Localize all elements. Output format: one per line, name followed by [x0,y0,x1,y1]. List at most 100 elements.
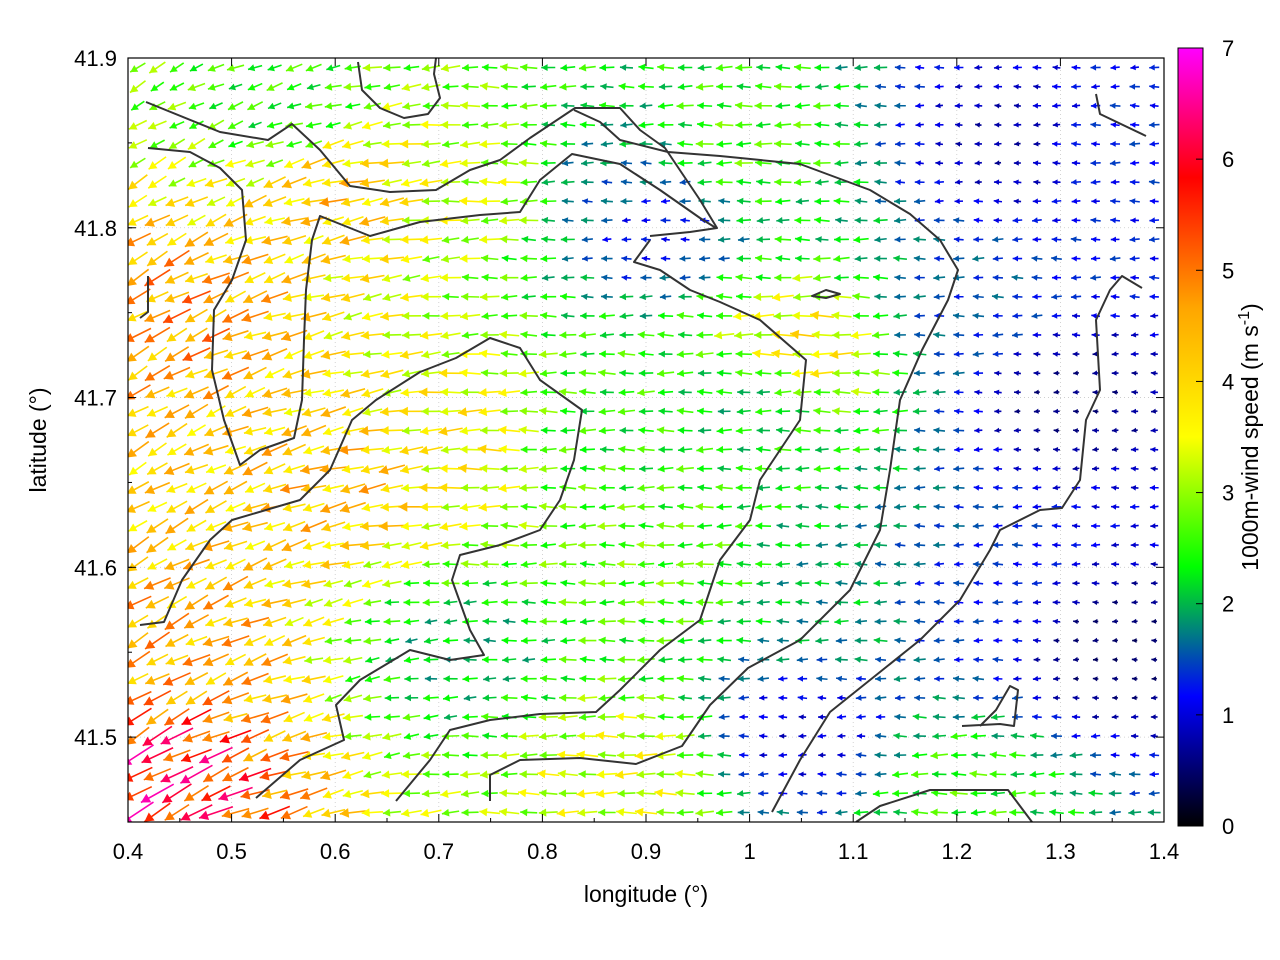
wind-vector [933,541,946,549]
wind-vector [737,675,750,682]
wind-vector [678,694,692,702]
wind-vector [1090,121,1101,128]
wind-vector [539,445,557,454]
wind-vector [320,406,347,418]
wind-vector [359,178,385,188]
wind-vector [147,558,168,571]
wind-vector [143,690,172,706]
wind-vector [813,274,831,282]
wind-vector [443,675,458,683]
colorbar-tick-label: 3 [1222,481,1234,506]
wind-vector [1013,198,1022,204]
wind-vector [302,541,325,551]
terrain-contours [139,58,1147,822]
wind-vector [950,732,967,740]
wind-vector [754,140,773,148]
wind-vector [1129,83,1140,90]
wind-vector [696,121,713,129]
wind-vector [1048,770,1065,778]
wind-vector [811,330,833,339]
wind-vector [853,312,869,320]
wind-vector [521,83,536,91]
wind-vector [973,198,983,205]
wind-vector [420,120,442,130]
wind-vector [283,464,306,474]
wind-vector [422,560,440,569]
wind-vector [540,426,556,434]
x-tick-label: 1.1 [838,839,869,864]
wind-vector [737,809,750,816]
wind-vector [164,612,190,631]
wind-vector [974,141,982,147]
wind-vector [1033,370,1041,376]
wind-vector [658,407,673,415]
wind-vector [1012,312,1023,319]
wind-vector [499,273,519,282]
wind-vector [560,617,576,626]
wind-vector [145,595,170,609]
wind-vector [993,217,1003,224]
wind-vector [873,216,888,224]
wind-vector [735,293,752,301]
wind-vector [932,713,946,721]
wind-vector [242,521,268,532]
wind-vector [557,713,578,722]
wind-vector [1128,809,1142,816]
wind-vector [244,386,266,398]
wind-vector [578,598,596,607]
wind-vector [420,273,442,283]
wind-vector [160,766,194,783]
wind-vector [796,618,809,625]
wind-vector [539,140,557,148]
wind-vector [187,137,206,151]
wind-vector [185,368,208,379]
wind-vector [598,464,616,473]
wind-vector [202,690,230,706]
wind-vector [441,235,460,244]
wind-vector [1131,618,1138,624]
wind-vector [560,522,576,530]
wind-vector [1151,657,1158,663]
wind-vector [600,140,614,148]
wind-vector [128,614,149,629]
wind-vector [243,426,267,436]
wind-vector [322,675,344,684]
wind-vector [815,637,829,644]
wind-vector [1091,561,1100,567]
wind-vector [855,790,867,797]
wind-vector [894,274,906,281]
wind-vector [517,788,540,798]
wind-vector [993,312,1003,319]
wind-vector [771,292,794,302]
wind-vector [893,732,907,740]
wind-vector [1030,732,1044,740]
wind-vector [595,731,619,741]
wind-vector [163,366,191,380]
wind-vector [597,617,616,626]
wind-vector [737,388,751,396]
wind-vector [343,312,363,321]
wind-vector [247,101,264,111]
wind-vector [676,350,694,358]
wind-vector [894,217,907,224]
wind-vector [519,770,538,779]
wind-vector [932,732,947,740]
wind-vector [1111,465,1120,472]
wind-vector [519,311,538,320]
wind-vector [381,770,403,779]
wind-vector [218,786,253,801]
wind-vector [735,63,753,72]
wind-vector [384,637,400,645]
wind-vector [402,102,421,110]
wind-vector [695,502,714,511]
wind-vector [1030,751,1044,759]
wind-vector [736,197,751,205]
wind-vector [187,82,206,92]
wind-vector [1111,580,1119,587]
wind-vector [735,273,753,282]
wind-vector [302,693,325,704]
wind-vector [894,599,906,606]
wind-vector [1072,446,1080,453]
wind-vector [1131,676,1138,682]
wind-vector [228,83,243,91]
